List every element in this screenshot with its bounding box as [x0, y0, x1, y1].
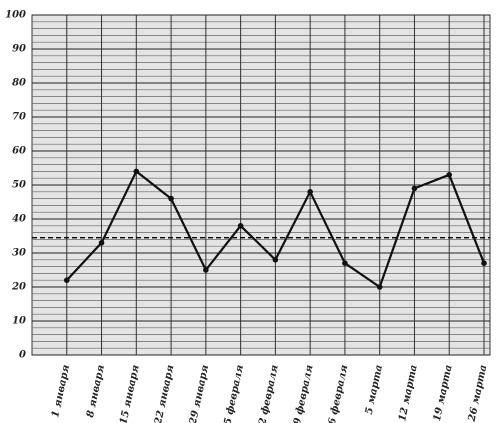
- point: [376, 284, 383, 290]
- point: [133, 168, 140, 175]
- point: [481, 260, 487, 267]
- y-tick-label: 10: [12, 316, 26, 327]
- point: [411, 185, 418, 192]
- point: [342, 260, 348, 267]
- point: [203, 267, 209, 273]
- y-tick-label: 50: [12, 180, 26, 191]
- point: [168, 195, 174, 202]
- y-tick-label: 100: [5, 10, 26, 21]
- y-tick-label: 60: [12, 146, 26, 157]
- y-tick-label: 70: [12, 112, 26, 123]
- point: [272, 257, 279, 263]
- y-tick-label: 80: [12, 78, 26, 89]
- point: [63, 277, 70, 284]
- point: [307, 189, 313, 195]
- y-tick-label: 90: [12, 44, 26, 55]
- point: [237, 223, 244, 229]
- point: [446, 172, 453, 178]
- y-tick-label: 40: [12, 214, 26, 225]
- y-tick-label: 20: [11, 282, 26, 293]
- point: [98, 240, 105, 246]
- y-tick-label: 30: [12, 248, 26, 259]
- y-tick-label: 0: [19, 350, 26, 361]
